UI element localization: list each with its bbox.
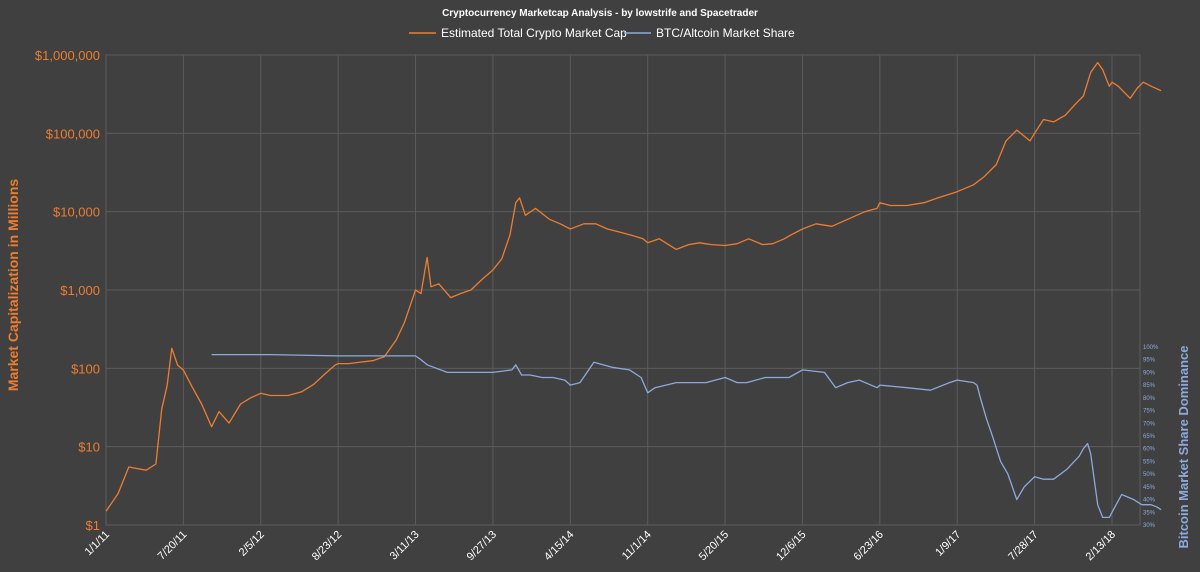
y-tick-label-right: 55% xyxy=(1143,459,1156,465)
y-tick-label-right: 90% xyxy=(1143,370,1156,376)
legend-label-market-share: BTC/Altcoin Market Share xyxy=(656,26,795,40)
y-tick-label-right: 100% xyxy=(1143,345,1159,351)
y-axis-label-left: Market Capitalization in Millions xyxy=(5,179,21,392)
y-tick-label-right: 35% xyxy=(1143,510,1156,516)
y-tick-label-right: 45% xyxy=(1143,485,1156,491)
legend-label-market-cap: Estimated Total Crypto Market Cap xyxy=(441,26,627,40)
series-line-market-cap xyxy=(105,61,1162,512)
y-tick-label-right: 70% xyxy=(1143,421,1156,427)
grid-layer xyxy=(105,54,1141,526)
y-tick-label-right: 40% xyxy=(1143,498,1156,504)
y-tick-label-right: 85% xyxy=(1143,383,1156,389)
series-line-market-share xyxy=(211,353,1162,519)
y-tick-label-right: 75% xyxy=(1143,409,1156,415)
y-tick-label-right: 95% xyxy=(1143,358,1156,364)
y-tick-label-left: $100,000 xyxy=(46,126,100,141)
series-layer xyxy=(105,61,1162,519)
y-axis-label-right: Bitcoin Market Share Dominance xyxy=(1176,346,1191,549)
chart-title: Cryptocurrency Marketcap Analysis - by l… xyxy=(442,8,758,19)
y-tick-label-right: 80% xyxy=(1143,396,1156,402)
y-tick-label-left: $100 xyxy=(71,361,100,376)
y-tick-label-left: $10 xyxy=(78,440,100,455)
y-tick-label-left: $10,000 xyxy=(53,205,100,220)
y-tick-label-left: $1,000,000 xyxy=(35,48,100,63)
y-tick-label-right: 60% xyxy=(1143,447,1156,453)
y-tick-label-left: $1 xyxy=(86,518,100,533)
y-tick-label-right: 65% xyxy=(1143,434,1156,440)
legend: Estimated Total Crypto Market Cap BTC/Al… xyxy=(409,26,795,40)
y-tick-label-left: $1,000 xyxy=(60,283,100,298)
y-tick-label-right: 30% xyxy=(1143,523,1156,529)
y-tick-label-right: 50% xyxy=(1143,472,1156,478)
